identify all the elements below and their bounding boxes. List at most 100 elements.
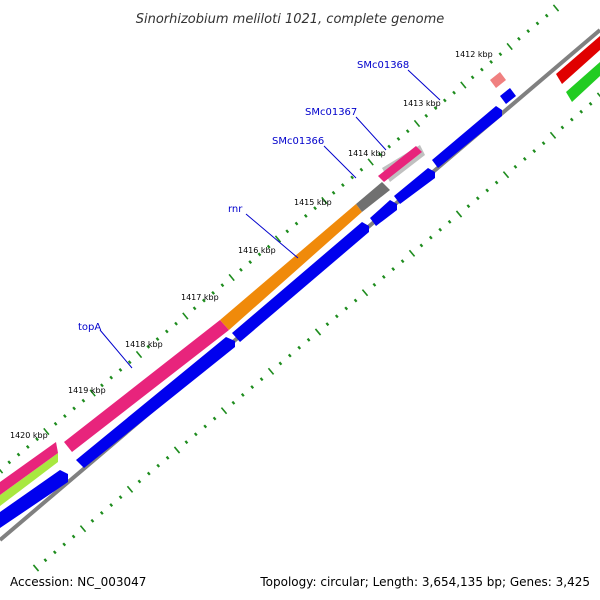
feature-lime-stub[interactable] (0, 453, 58, 506)
tick-mark (174, 321, 178, 326)
tick-mark (0, 468, 4, 474)
tick-mark (89, 389, 96, 397)
tick-mark (485, 188, 490, 193)
tick-mark (294, 221, 299, 226)
cds-arrow-rnr[interactable] (232, 222, 369, 342)
feature-gray-bar[interactable] (356, 182, 390, 212)
tick-mark (396, 136, 401, 141)
tick-mark (325, 322, 330, 327)
gene-label-SMc01368[interactable]: SMc01368 (357, 60, 409, 71)
tick-mark (32, 564, 40, 572)
gene-label-rnr[interactable]: rnr (228, 204, 243, 215)
tick-mark (588, 101, 593, 106)
tick-mark (466, 204, 471, 209)
feature-pink-small[interactable] (378, 146, 422, 182)
tick-mark (532, 149, 537, 153)
tick-mark (220, 407, 228, 415)
tick-mark (211, 290, 216, 295)
tick-mark (470, 75, 475, 80)
tick-mark (350, 175, 355, 180)
tick-mark (569, 117, 574, 122)
tick-mark (579, 109, 584, 114)
tick-mark (126, 485, 134, 493)
tick-mark (552, 4, 560, 12)
tick-mark (35, 437, 39, 442)
tick-mark (544, 13, 549, 18)
tick-mark (387, 144, 392, 149)
tick-mark (297, 345, 302, 350)
tick-mark (248, 260, 253, 265)
tick-mark (278, 361, 283, 366)
tick-mark (274, 235, 282, 243)
tick-mark (287, 353, 292, 358)
cds-arrow-SMc01368[interactable] (500, 88, 516, 104)
feature-topA-bar[interactable] (64, 320, 229, 452)
tick-mark (475, 196, 480, 201)
tick-mark (43, 427, 50, 436)
tick-label-1416: 1416 kbp (238, 246, 276, 255)
tick-mark (408, 249, 416, 257)
tick-mark (541, 141, 546, 146)
tick-mark (413, 119, 421, 128)
forward-cds-track (0, 88, 516, 528)
gene-label-topA[interactable]: topA (78, 322, 101, 333)
tick-mark (239, 267, 243, 272)
tick-mark (340, 183, 345, 188)
tick-mark (560, 125, 565, 130)
tick-mark (522, 157, 527, 161)
feature-red-bar[interactable] (556, 36, 600, 84)
gene-label-SMc01366[interactable]: SMc01366 (272, 136, 324, 147)
tick-mark (479, 67, 484, 72)
feature-rnr-bar[interactable] (220, 204, 362, 330)
cds-arrow-topA[interactable] (76, 337, 235, 468)
tick-mark (146, 344, 151, 349)
tick-mark (173, 446, 181, 454)
outer-tick-track (0, 4, 560, 474)
tick-mark (250, 385, 255, 389)
tick-mark (314, 328, 322, 336)
feature-pale-small[interactable] (490, 72, 506, 88)
tick-mark (452, 90, 456, 95)
tick-mark (43, 558, 48, 563)
tick-mark (447, 219, 452, 224)
tick-label-1412: 1412 kbp (455, 50, 493, 59)
cds-arrow-SMc01367[interactable] (432, 106, 502, 168)
cds-arrow-SMc01366[interactable] (370, 200, 397, 226)
tick-mark (361, 289, 369, 297)
tick-mark (164, 329, 169, 334)
tick-mark (400, 259, 405, 264)
feature-pink-stub[interactable] (0, 442, 58, 495)
tick-mark (220, 283, 225, 288)
tick-mark (303, 213, 308, 218)
tick-mark (378, 152, 382, 157)
tick-label-1419: 1419 kbp (68, 386, 106, 395)
tick-mark (506, 42, 513, 51)
next-contig-features (556, 36, 600, 102)
tick-mark (231, 400, 236, 405)
tick-mark (193, 432, 198, 437)
tick-mark (306, 337, 311, 342)
tick-mark (109, 503, 114, 507)
tick-label-1415: 1415 kbp (294, 198, 332, 207)
tick-mark (419, 243, 424, 248)
cds-arrow-left[interactable] (0, 470, 68, 528)
gene-label-SMc01367[interactable]: SMc01367 (305, 107, 357, 118)
cds-arrow-SMc01366b[interactable] (394, 168, 435, 204)
feature-green-bar[interactable] (566, 62, 600, 102)
tick-mark (137, 479, 142, 484)
tick-mark (118, 495, 123, 500)
tick-mark (118, 367, 123, 372)
tick-mark (257, 252, 262, 257)
tick-mark (267, 367, 275, 375)
map-title: Sinorhizobium meliloti 1021, complete ge… (136, 12, 445, 27)
tick-mark (442, 98, 447, 103)
tick-mark (109, 375, 114, 380)
tick-mark (62, 542, 67, 547)
tick-mark (156, 463, 161, 468)
tick-mark (228, 273, 235, 282)
tick-mark (353, 298, 358, 303)
tick-mark (433, 106, 438, 111)
tick-label-1417: 1417 kbp (181, 293, 219, 302)
tick-mark (184, 440, 189, 445)
tick-mark (62, 414, 67, 419)
